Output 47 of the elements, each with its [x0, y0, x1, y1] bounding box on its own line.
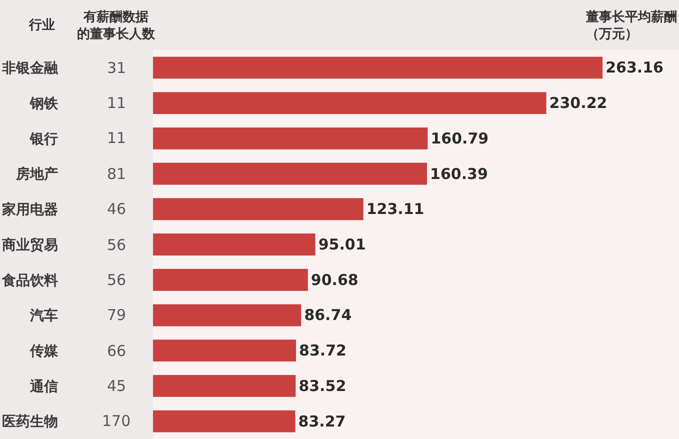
y2-tick-label: 81	[107, 165, 126, 183]
data-label: 83.52	[298, 376, 346, 395]
data-label: 230.22	[549, 94, 608, 112]
y-tick-label: 钢铁	[29, 96, 59, 112]
data-label: 95.01	[318, 236, 366, 254]
data-label: 86.74	[304, 306, 352, 324]
data-label: 83.27	[298, 412, 346, 430]
bar	[153, 198, 364, 220]
y-axis-title: 行业	[28, 18, 55, 33]
data-label: 160.39	[430, 164, 488, 183]
y2-tick-label: 170	[102, 412, 131, 430]
y-tick-label: 非银金融	[1, 60, 59, 77]
bar	[153, 162, 427, 185]
bar	[153, 92, 546, 114]
bar	[153, 340, 296, 362]
data-label: 83.72	[299, 342, 346, 360]
y2-tick-label: 11	[107, 94, 126, 112]
bar	[153, 410, 296, 432]
bar	[153, 234, 316, 256]
bar	[153, 268, 308, 291]
data-label: 263.16	[606, 58, 664, 77]
y-tick-label: 商业贸易	[1, 236, 58, 254]
bar	[153, 374, 296, 397]
y2-axis-title: 有薪酬数据的董事长人数	[77, 9, 156, 42]
bar	[153, 56, 603, 79]
y-tick-label: 银行	[29, 131, 58, 148]
data-label: 160.79	[430, 129, 489, 148]
y2-tick-label: 66	[107, 342, 126, 360]
y2-tick-label: 56	[107, 236, 126, 254]
y-tick-label: 房地产	[15, 166, 58, 183]
y-tick-label: 传媒	[29, 343, 59, 360]
y-tick-label: 食品饮料	[1, 272, 58, 289]
data-label: 90.68	[310, 270, 358, 289]
y2-tick-label: 79	[107, 306, 126, 324]
bar	[153, 127, 428, 150]
y-tick-label: 家用电器	[1, 201, 58, 218]
data-label: 123.11	[366, 200, 424, 218]
y-tick-label: 汽车	[29, 307, 58, 324]
y-tick-label: 医药生物	[2, 414, 58, 430]
y2-tick-label: 56	[107, 271, 126, 289]
x-axis-title: 董事长平均薪酬（万元）	[585, 9, 677, 42]
bar	[153, 304, 302, 326]
y-tick-label: 通信	[29, 378, 58, 395]
y2-tick-label: 45	[107, 377, 126, 395]
y2-tick-label: 46	[107, 200, 126, 218]
y2-tick-label: 31	[107, 59, 126, 77]
y2-tick-label: 11	[107, 129, 126, 147]
